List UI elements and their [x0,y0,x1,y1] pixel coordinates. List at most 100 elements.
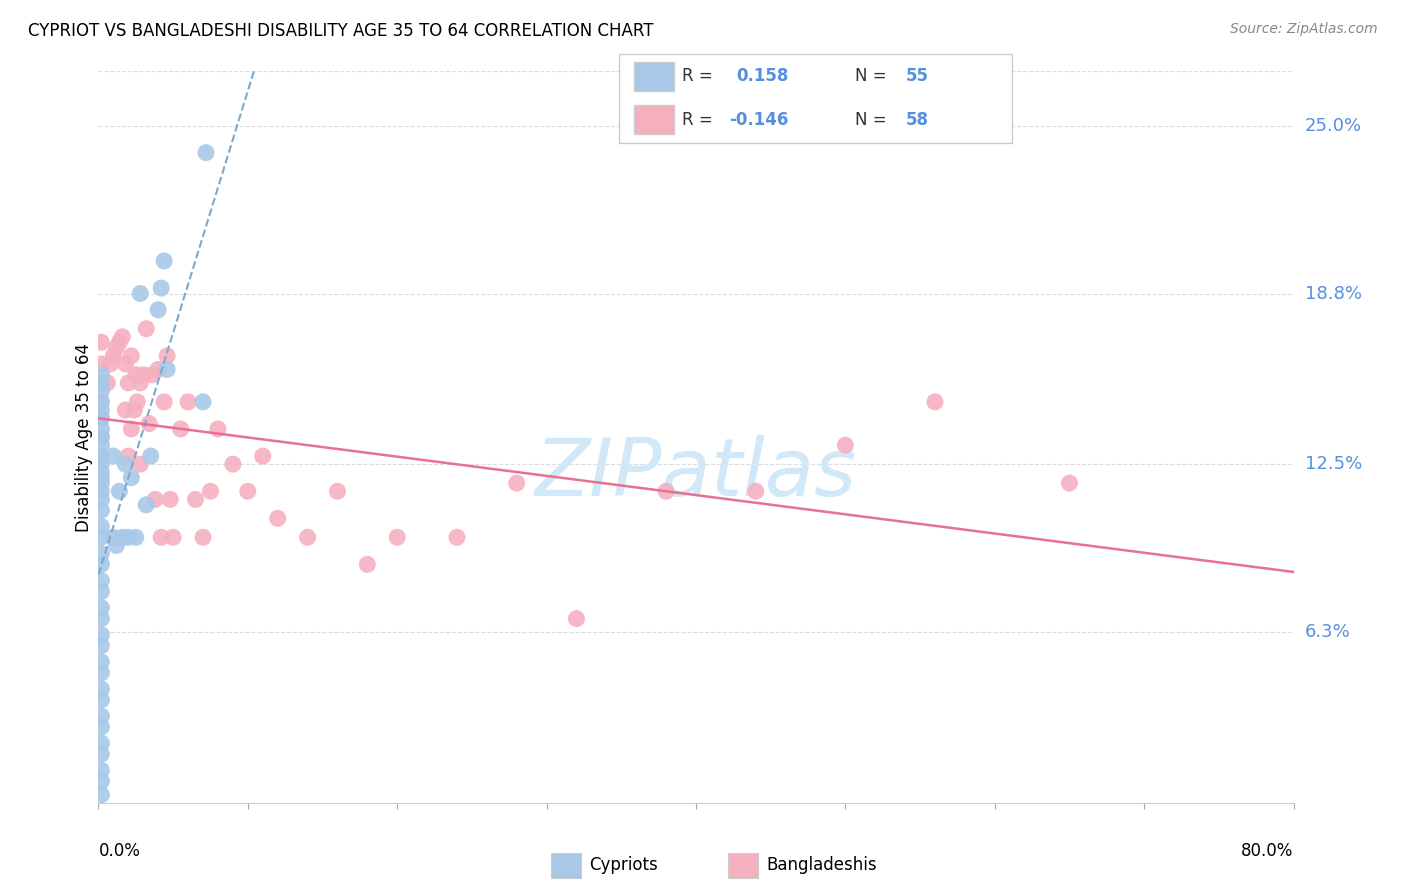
Point [90,681,112,696]
Point [135,498,157,512]
Text: N =: N = [855,67,891,85]
Point [125,530,148,544]
Point [148,302,170,317]
Point [90,471,112,485]
Point [200,484,222,499]
Point [141,368,163,382]
Text: 25.0%: 25.0% [1305,117,1362,135]
Point [297,530,319,544]
Point [924,395,946,409]
Point [103,530,125,544]
Point [156,362,179,376]
Point [90,395,112,409]
Point [90,465,112,479]
Text: ZIPatlas: ZIPatlas [534,434,858,513]
Point [90,574,112,588]
Point [565,611,588,625]
Point [184,492,207,507]
Point [177,395,200,409]
Text: CYPRIOT VS BANGLADESHI DISABILITY AGE 35 TO 64 CORRELATION CHART: CYPRIOT VS BANGLADESHI DISABILITY AGE 35… [28,22,654,40]
FancyBboxPatch shape [634,105,673,134]
Point [117,449,139,463]
Point [90,484,112,499]
Point [90,628,112,642]
Point [114,357,136,371]
Point [194,145,218,160]
Bar [551,853,581,878]
Text: 6.3%: 6.3% [1305,624,1350,641]
Point [90,736,112,750]
Point [90,403,112,417]
Point [156,349,179,363]
Point [150,530,173,544]
Point [90,503,112,517]
Point [90,764,112,778]
Text: Source: ZipAtlas.com: Source: ZipAtlas.com [1230,22,1378,37]
Point [90,376,112,390]
Point [90,457,112,471]
Point [356,558,378,572]
Point [191,530,214,544]
Point [90,720,112,734]
Point [135,322,157,336]
Point [105,341,128,355]
Point [90,411,112,425]
Point [90,600,112,615]
Point [326,484,349,499]
Point [446,530,468,544]
Point [90,530,112,544]
Point [124,403,146,417]
FancyBboxPatch shape [634,62,673,91]
Point [236,484,259,499]
Bar [728,853,758,878]
Point [125,368,148,382]
Point [90,788,112,802]
Point [148,362,170,376]
Point [139,449,162,463]
Point [143,492,166,507]
Point [129,376,152,390]
Point [108,484,131,499]
Point [120,471,142,485]
Text: Bangladeshis: Bangladeshis [766,856,877,874]
Point [90,384,112,398]
Point [108,335,131,350]
Point [169,422,191,436]
Point [127,395,149,409]
Point [129,286,152,301]
Point [90,639,112,653]
Point [129,457,152,471]
Point [90,395,112,409]
Point [90,376,112,390]
Point [103,349,125,363]
Text: N =: N = [855,111,891,128]
Point [90,693,112,707]
Point [90,335,112,350]
Point [90,558,112,572]
Point [111,330,134,344]
Point [222,457,245,471]
Point [90,357,112,371]
FancyBboxPatch shape [619,54,1012,143]
Point [153,395,176,409]
Text: R =: R = [682,111,717,128]
Point [98,357,122,371]
Point [207,422,229,436]
Point [90,519,112,533]
Point [90,611,112,625]
Point [111,530,134,544]
Point [90,430,112,444]
Point [90,547,112,561]
Point [114,457,136,471]
Point [90,411,112,425]
Text: Cypriots: Cypriots [589,856,658,874]
Point [90,584,112,599]
Text: 0.0%: 0.0% [98,842,141,860]
Text: 12.5%: 12.5% [1305,455,1362,473]
Text: 80.0%: 80.0% [1241,842,1294,860]
Point [90,747,112,761]
Point [90,438,112,452]
Point [90,655,112,669]
Point [132,368,155,382]
Point [138,417,160,431]
